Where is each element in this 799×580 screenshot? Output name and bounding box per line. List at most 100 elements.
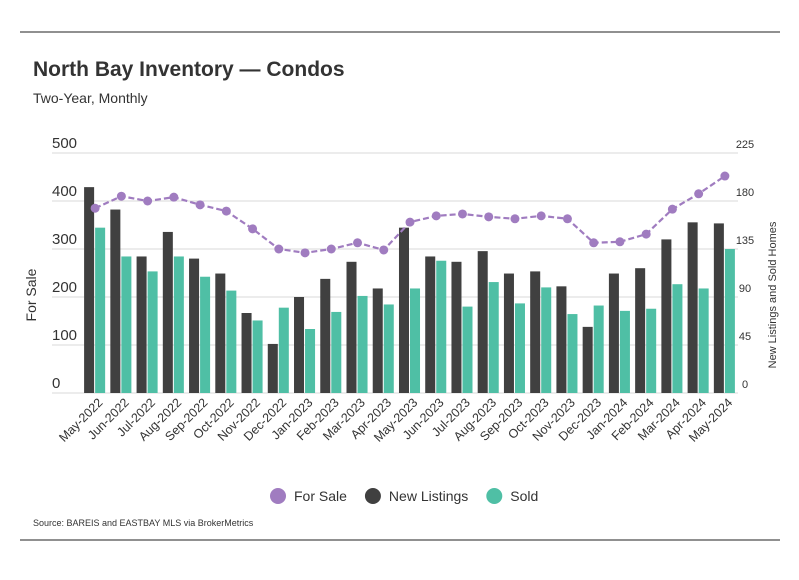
- bar: [672, 284, 683, 393]
- y2-tick-label: 45: [739, 331, 751, 343]
- bar: [294, 297, 305, 393]
- y-tick-label: 0: [52, 375, 60, 392]
- y2-tick-label: 90: [739, 283, 751, 295]
- bar: [477, 251, 488, 393]
- bar: [305, 329, 316, 393]
- bar: [556, 286, 567, 393]
- y2-axis-title: New Listings and Sold Homes: [767, 221, 779, 368]
- bar: [215, 273, 226, 393]
- bar: [398, 227, 409, 393]
- y-tick-label: 400: [52, 183, 77, 200]
- bar: [346, 261, 357, 393]
- bar: [189, 258, 200, 393]
- bar: [488, 282, 499, 393]
- bar: [608, 273, 619, 393]
- line-point: [353, 238, 363, 248]
- legend-marker: [486, 488, 503, 504]
- bar: [357, 295, 368, 393]
- line-point: [326, 244, 336, 254]
- bar: [451, 261, 462, 393]
- line-point: [510, 214, 520, 224]
- bar: [619, 310, 630, 393]
- bar: [541, 287, 552, 393]
- bar: [320, 278, 331, 393]
- line-point: [169, 192, 179, 202]
- y-tick-label: 100: [52, 327, 77, 344]
- y2-tick-label: 180: [736, 187, 754, 199]
- bar: [95, 227, 106, 393]
- legend-label: New Listings: [389, 488, 468, 504]
- y-tick-label: 300: [52, 231, 77, 248]
- bar: [383, 304, 394, 393]
- y2-tick-label: 135: [736, 235, 754, 247]
- bar: [687, 222, 698, 393]
- bar: [503, 273, 514, 393]
- line-point: [248, 224, 258, 234]
- line-point: [300, 248, 310, 258]
- bar: [514, 303, 525, 393]
- line: [94, 175, 726, 254]
- bar: [593, 305, 604, 393]
- y2-tick-label: 0: [742, 379, 748, 391]
- line-point: [694, 189, 704, 199]
- bar: [646, 308, 657, 393]
- line-point: [221, 206, 231, 216]
- source-note: Source: BAREIS and EASTBAY MLS via Broke…: [33, 518, 254, 528]
- bar: [278, 307, 289, 393]
- bar: [582, 326, 593, 393]
- bar: [567, 314, 578, 393]
- line-point: [405, 217, 415, 227]
- bar: [226, 290, 237, 393]
- line-point: [457, 209, 467, 219]
- bar: [84, 187, 95, 393]
- bar: [661, 239, 672, 393]
- y-tick-label: 200: [52, 279, 77, 296]
- bar: [698, 288, 709, 393]
- y-axis-title: For Sale: [23, 268, 39, 321]
- legend-marker: [364, 488, 381, 504]
- legend-marker: [270, 488, 286, 504]
- bar: [410, 288, 421, 393]
- bar: [372, 288, 383, 393]
- bar: [331, 311, 342, 393]
- line-point: [589, 238, 599, 248]
- bar: [121, 256, 132, 393]
- bar: [462, 306, 473, 393]
- bar: [713, 223, 724, 393]
- bar: [425, 256, 436, 393]
- line-point: [116, 191, 126, 201]
- bar: [136, 256, 147, 393]
- line-point: [90, 203, 100, 213]
- bar: [173, 256, 184, 393]
- line-point: [274, 244, 284, 254]
- bar: [436, 260, 447, 393]
- bar: [724, 249, 735, 393]
- bar: [635, 268, 646, 393]
- legend: For Sale New Listings Sold: [270, 488, 538, 504]
- bar: [530, 271, 541, 393]
- bar: [252, 320, 263, 393]
- line-point: [667, 204, 677, 214]
- line-point: [484, 212, 494, 222]
- y2-tick-label: 225: [736, 139, 754, 151]
- line-point: [720, 171, 730, 181]
- bar: [241, 313, 252, 393]
- line-point: [615, 237, 625, 247]
- bar: [200, 276, 211, 393]
- chart-title: North Bay Inventory — Condos: [33, 58, 345, 81]
- y-tick-label: 500: [52, 135, 77, 152]
- line-point: [379, 245, 389, 255]
- legend-label: For Sale: [294, 488, 347, 504]
- bar: [267, 343, 278, 393]
- line-point: [562, 214, 572, 224]
- line-point: [431, 211, 441, 221]
- line-point: [641, 229, 651, 239]
- line-point: [536, 211, 546, 221]
- bar: [110, 209, 121, 393]
- legend-label: Sold: [510, 488, 538, 504]
- line-point: [143, 196, 153, 206]
- chart-subtitle: Two-Year, Monthly: [33, 90, 148, 106]
- bar: [147, 271, 158, 393]
- bar: [162, 231, 173, 393]
